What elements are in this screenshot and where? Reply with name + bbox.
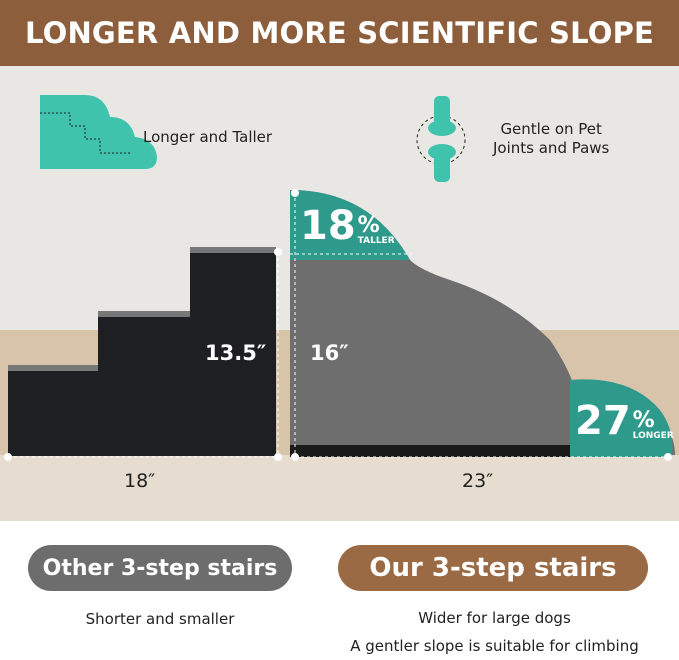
taller-pct: 18 [300, 203, 356, 249]
our-height-label: 16″ [310, 341, 349, 365]
feature-line: Gentle on Pet [500, 120, 602, 138]
longer-text: LONGER [632, 431, 674, 441]
stair-outline-icon [40, 95, 157, 169]
taller-text: TALLER [357, 236, 395, 246]
our-length-label: 23″ [462, 470, 494, 492]
taller-badge: 18 % TALLER [300, 206, 395, 246]
product-scene: Longer and Taller Gentle on Pet Joints a… [0, 66, 679, 521]
other-height-label: 13.5″ [205, 341, 267, 365]
feature-gentle-joints: Gentle on Pet Joints and Paws [493, 120, 609, 158]
our-stairs-pill: Our 3-step stairs [338, 545, 648, 591]
joint-bone-icon [416, 96, 466, 182]
feature-line: Joints and Paws [493, 139, 610, 157]
longer-badge: 27 % LONGER [575, 401, 674, 441]
our-caption: Wider for large dogs A gentler slope is … [310, 604, 679, 660]
stairs-illustration [0, 66, 679, 521]
other-caption: Shorter and smaller [85, 610, 235, 628]
banner-title: LONGER AND MORE SCIENTIFIC SLOPE [0, 0, 679, 66]
caption-line: A gentler slope is suitable for climbing [350, 637, 639, 655]
feature-longer-taller: Longer and Taller [143, 128, 273, 146]
longer-pct: 27 [575, 398, 631, 444]
other-stairs-pill: Other 3-step stairs [28, 545, 292, 591]
pct-sign: % [632, 408, 655, 433]
pct-sign: % [357, 213, 380, 238]
other-length-label: 18″ [124, 470, 156, 492]
caption-line: Wider for large dogs [418, 609, 571, 627]
